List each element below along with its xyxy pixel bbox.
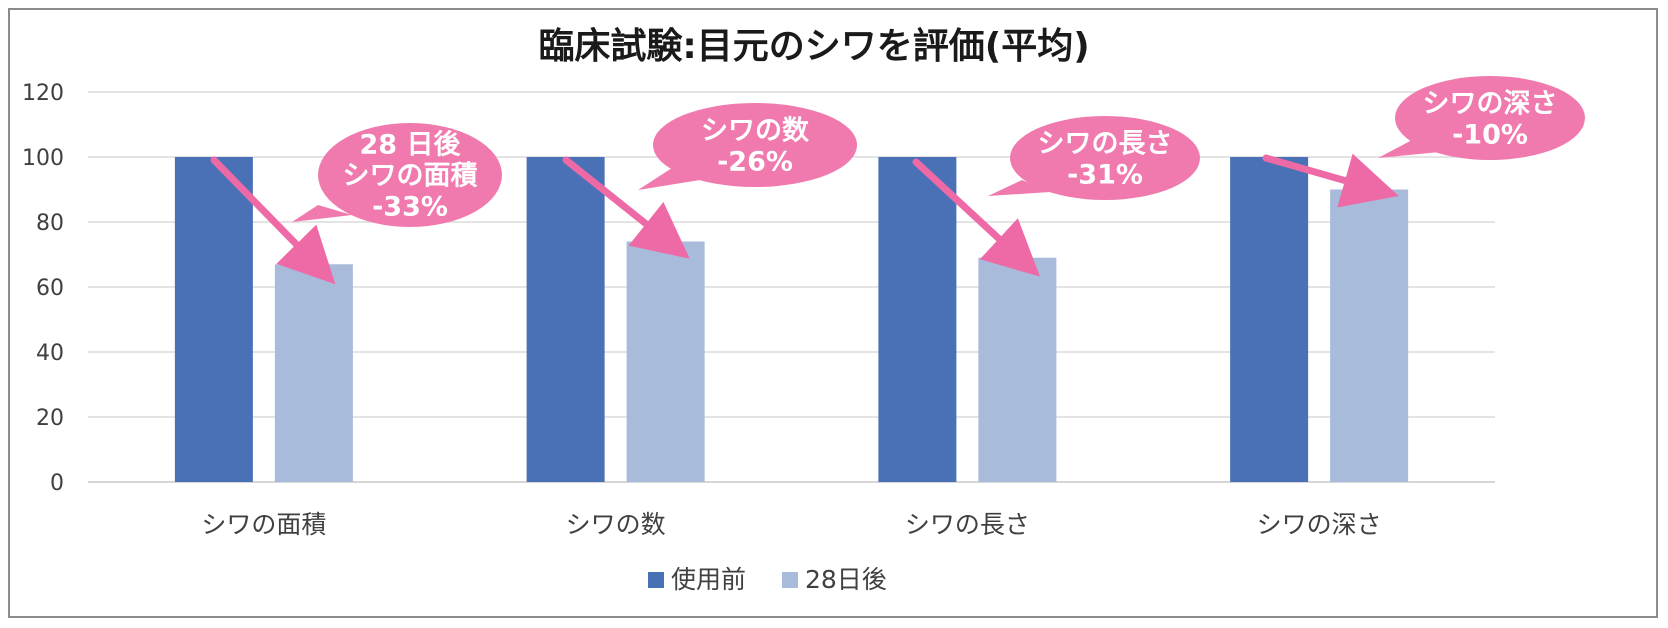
- y-tick-label: 60: [36, 276, 64, 301]
- callout-bubble: [318, 123, 502, 227]
- x-axis: シワの面積 シワの数 シワの長さ シワの深さ: [201, 510, 1381, 539]
- callout-tail: [292, 205, 352, 222]
- y-tick-label: 80: [36, 211, 64, 236]
- bar-1-1: [174, 157, 253, 482]
- callout-text: シワの長さ: [1038, 129, 1173, 160]
- legend-label: 使用前: [671, 565, 746, 594]
- bar-1-2: [526, 157, 605, 482]
- y-axis: 0 20 40 60 80 100 120: [22, 81, 64, 496]
- x-category-label: シワの面積: [201, 510, 326, 539]
- bar-1-4: [1230, 157, 1309, 482]
- callout-tail: [1378, 140, 1440, 158]
- y-tick-label: 40: [36, 341, 64, 366]
- x-category-label: シワの長さ: [905, 510, 1030, 539]
- bar-2-2: [626, 241, 705, 482]
- bars: [174, 157, 1409, 482]
- y-tick-label: 120: [22, 81, 64, 106]
- callout-text: -26%: [717, 147, 793, 178]
- y-tick-label: 20: [36, 406, 64, 431]
- y-tick-label: 0: [50, 471, 64, 496]
- x-category-label: シワの数: [566, 510, 666, 539]
- callout-text: 28 日後: [360, 130, 462, 161]
- legend-label: 28日後: [805, 565, 887, 594]
- arrows: [210, 153, 1399, 285]
- callout-text: -33%: [372, 192, 448, 223]
- callout-bubble: [1010, 116, 1200, 200]
- callout-text: -10%: [1452, 120, 1528, 151]
- callout-text: シワの面積: [343, 161, 478, 192]
- bar-2-4: [1330, 189, 1409, 482]
- arrow: [1262, 153, 1399, 208]
- legend: 使用前 28日後: [648, 565, 887, 594]
- bar-1-3: [878, 157, 957, 482]
- callout-text: シワの深さ: [1423, 89, 1558, 120]
- y-tick-label: 100: [22, 146, 64, 171]
- legend-swatch: [782, 572, 798, 588]
- legend-swatch: [648, 572, 664, 588]
- x-category-label: シワの深さ: [1257, 510, 1382, 539]
- arrow: [912, 158, 1040, 277]
- bar-2-3: [978, 257, 1057, 482]
- callout-tail: [988, 180, 1050, 196]
- callout-bubble: [1395, 76, 1585, 160]
- callout-text: シワの数: [701, 116, 810, 147]
- callout-bubble: [653, 103, 857, 187]
- arrow: [210, 156, 336, 285]
- chart-title: 臨床試験:目元のシワを評価(平均): [538, 26, 1089, 67]
- bar-2-1: [274, 264, 353, 482]
- arrow: [562, 156, 690, 259]
- callout-text: -31%: [1067, 160, 1143, 191]
